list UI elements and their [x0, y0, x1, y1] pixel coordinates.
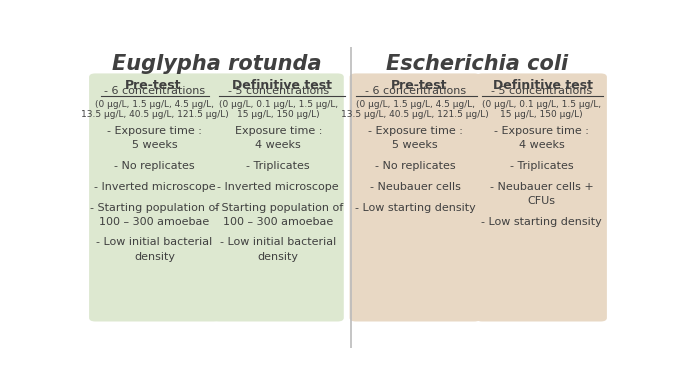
Text: 100 – 300 amoebae: 100 – 300 amoebae: [100, 217, 210, 227]
FancyBboxPatch shape: [350, 74, 481, 321]
Text: - Inverted microscope: - Inverted microscope: [217, 182, 339, 192]
Text: - Low starting density: - Low starting density: [481, 217, 602, 227]
Text: 15 μg/L, 150 μg/L): 15 μg/L, 150 μg/L): [500, 110, 583, 119]
Text: 5 weeks: 5 weeks: [392, 140, 438, 150]
Text: Pre-test: Pre-test: [391, 79, 447, 91]
Text: - Inverted microscope: - Inverted microscope: [94, 182, 215, 192]
Text: - 5 concentrations: - 5 concentrations: [227, 86, 329, 96]
Text: Pre-test: Pre-test: [125, 79, 181, 91]
FancyBboxPatch shape: [476, 74, 607, 321]
Text: Euglypha rotunda: Euglypha rotunda: [111, 54, 321, 74]
Text: - No replicates: - No replicates: [114, 161, 195, 171]
Text: - Exposure time :: - Exposure time :: [494, 126, 589, 136]
FancyBboxPatch shape: [213, 74, 344, 321]
Text: - Triplicates: - Triplicates: [509, 161, 573, 171]
Text: - 5 concentrations: - 5 concentrations: [491, 86, 592, 96]
Text: density: density: [258, 252, 299, 262]
Text: 4 weeks: 4 weeks: [519, 140, 564, 150]
Text: (0 μg/L, 1.5 μg/L, 4.5 μg/L,: (0 μg/L, 1.5 μg/L, 4.5 μg/L,: [95, 100, 214, 109]
Text: - Low initial bacterial: - Low initial bacterial: [220, 237, 336, 248]
Text: 5 weeks: 5 weeks: [132, 140, 177, 150]
Text: Escherichia coli: Escherichia coli: [386, 54, 568, 74]
Text: (0 μg/L, 1.5 μg/L, 4.5 μg/L,: (0 μg/L, 1.5 μg/L, 4.5 μg/L,: [356, 100, 475, 109]
Text: - Low initial bacterial: - Low initial bacterial: [96, 237, 213, 248]
Text: (0 μg/L, 0.1 μg/L, 1.5 μg/L,: (0 μg/L, 0.1 μg/L, 1.5 μg/L,: [482, 100, 601, 109]
Text: 13.5 μg/L, 40.5 μg/L, 121.5 μg/L): 13.5 μg/L, 40.5 μg/L, 121.5 μg/L): [342, 110, 489, 119]
Text: - 6 concentrations: - 6 concentrations: [104, 86, 205, 96]
Text: - Starting population of: - Starting population of: [214, 203, 343, 213]
Text: CFUs: CFUs: [528, 196, 555, 206]
Text: - Low starting density: - Low starting density: [354, 203, 475, 213]
Text: - Exposure time :: - Exposure time :: [107, 126, 202, 136]
FancyBboxPatch shape: [89, 74, 220, 321]
Text: 13.5 μg/L, 40.5 μg/L, 121.5 μg/L): 13.5 μg/L, 40.5 μg/L, 121.5 μg/L): [81, 110, 228, 119]
Text: 4 weeks: 4 weeks: [255, 140, 301, 150]
Text: Exposure time :: Exposure time :: [234, 126, 322, 136]
Text: - Neubauer cells: - Neubauer cells: [369, 182, 460, 192]
Text: - Exposure time :: - Exposure time :: [367, 126, 462, 136]
Text: Definitive test: Definitive test: [232, 79, 332, 91]
Text: 100 – 300 amoebae: 100 – 300 amoebae: [223, 217, 333, 227]
Text: density: density: [134, 252, 175, 262]
Text: 15 μg/L, 150 μg/L): 15 μg/L, 150 μg/L): [237, 110, 320, 119]
Text: - Starting population of: - Starting population of: [90, 203, 219, 213]
Text: - Triplicates: - Triplicates: [246, 161, 310, 171]
Text: - Neubauer cells +: - Neubauer cells +: [490, 182, 593, 192]
Text: - 6 concentrations: - 6 concentrations: [365, 86, 466, 96]
Text: Definitive test: Definitive test: [493, 79, 593, 91]
Text: (0 μg/L, 0.1 μg/L, 1.5 μg/L,: (0 μg/L, 0.1 μg/L, 1.5 μg/L,: [219, 100, 338, 109]
Text: - No replicates: - No replicates: [375, 161, 456, 171]
